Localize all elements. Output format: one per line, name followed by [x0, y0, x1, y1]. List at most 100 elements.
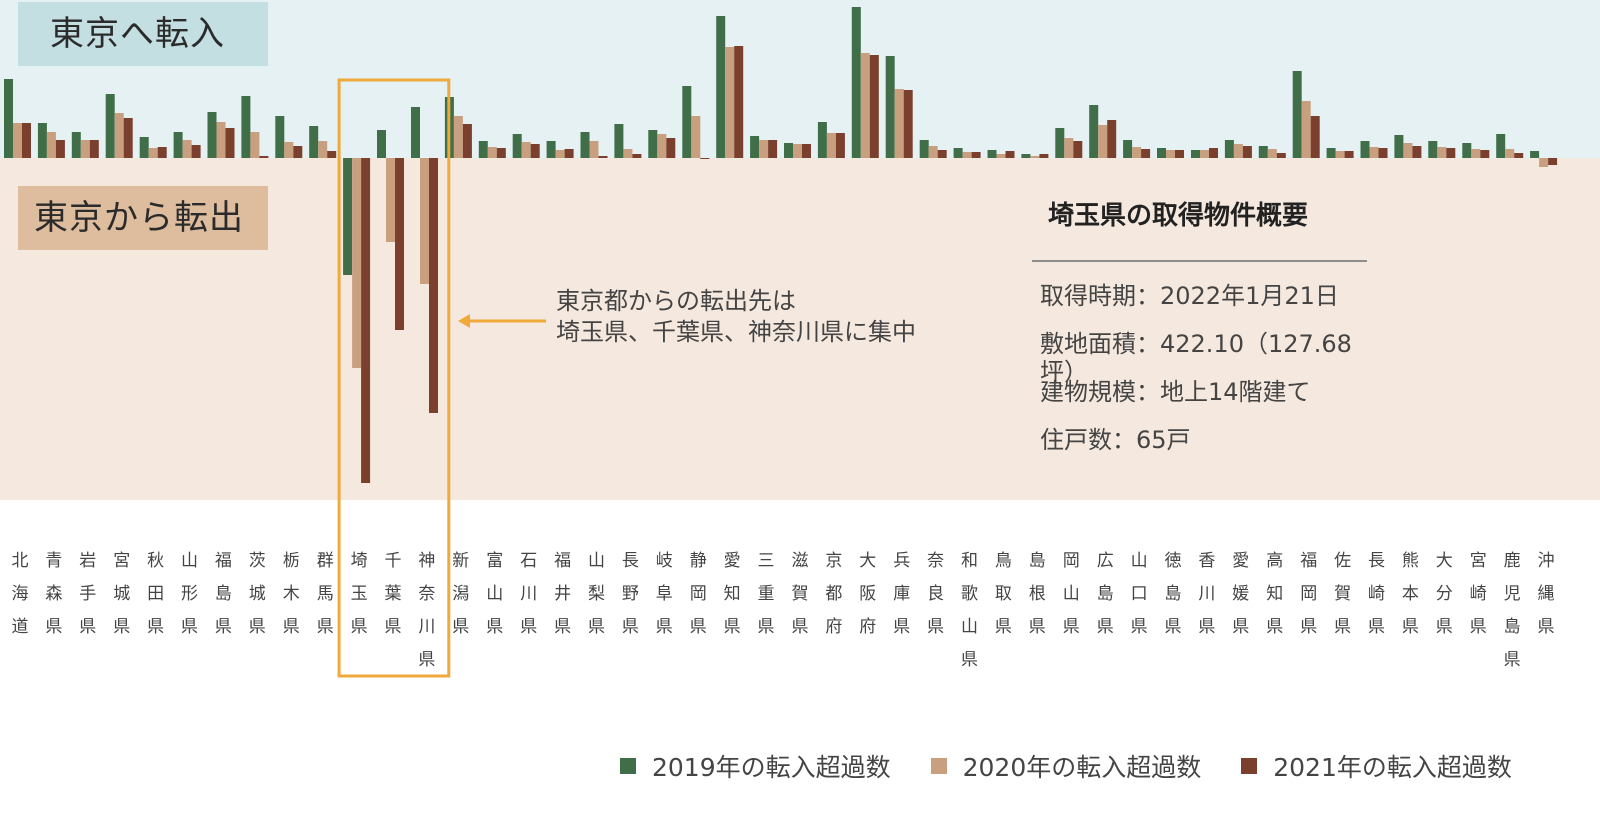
x-tick-label-19: 長野県 [622, 551, 639, 637]
bar-2021-41 [1378, 148, 1388, 158]
bar-2019-26 [851, 7, 861, 158]
bar-2021-5 [157, 147, 167, 158]
bar-2020-3 [80, 140, 90, 158]
inflow-label: 東京へ転入 [18, 2, 268, 66]
x-tick-label-37: 愛媛県 [1232, 551, 1249, 637]
bar-2021-27 [903, 90, 913, 158]
x-tick-label-46: 沖縄県 [1538, 551, 1555, 637]
x-tick-label-17: 福井県 [554, 551, 571, 637]
bar-2020-16 [521, 142, 531, 158]
bar-2020-25 [826, 133, 836, 158]
highlight-box [337, 78, 451, 678]
bar-2020-9 [284, 142, 294, 158]
x-tick-label-29: 和歌山県 [961, 551, 978, 670]
x-tick-label-28: 奈良県 [927, 551, 944, 637]
annotation-line-2: 埼玉県、千葉県、神奈川県に集中 [556, 318, 916, 346]
arrow-head [458, 314, 470, 328]
bar-2020-40 [1335, 151, 1345, 158]
bar-2021-45 [1514, 153, 1524, 158]
bar-2021-2 [55, 140, 65, 158]
bar-2021-6 [191, 145, 201, 158]
bar-2019-36 [1191, 150, 1200, 158]
bar-2021-23 [768, 140, 778, 158]
bar-2021-28 [937, 150, 947, 158]
outflow-label: 東京から転出 [18, 186, 268, 250]
bar-2020-44 [1471, 149, 1481, 158]
bar-2019-13 [411, 107, 420, 158]
panel-title: 埼玉県の取得物件概要 [1048, 201, 1309, 231]
bar-2020-6 [182, 140, 192, 158]
bar-2019-23 [750, 136, 760, 158]
bar-2021-21 [700, 158, 710, 159]
panel-item-building-scale: 建物規模：地上14階建て [1040, 378, 1311, 406]
x-tick-label-25: 京都府 [825, 551, 842, 637]
bar-2021-40 [1344, 151, 1354, 158]
bar-2020-39 [1301, 101, 1311, 158]
bar-2019-45 [1496, 134, 1506, 158]
x-tick-label-42: 熊本県 [1402, 551, 1419, 637]
x-tick-label-9: 栃木県 [283, 551, 300, 637]
bar-2021-29 [971, 152, 981, 158]
bar-2020-24 [793, 144, 802, 158]
bar-2021-16 [530, 144, 540, 158]
bar-2019-5 [139, 137, 149, 158]
x-tick-label-18: 山梨県 [588, 551, 605, 637]
x-tick-label-13: 神奈川県 [418, 551, 435, 670]
legend-item-2019: 2019年の転入超過数 [620, 748, 891, 784]
x-axis-tick-labels: 北海道青森県岩手県宮城県秋田県山形県福島県茨城県栃木県群馬県埼玉県千葉県神奈川県… [12, 551, 1555, 670]
bar-2021-15 [496, 148, 506, 158]
x-tick-label-22: 愛知県 [724, 551, 741, 637]
x-tick-label-26: 大阪府 [859, 551, 876, 637]
bar-2020-1 [13, 123, 22, 158]
bar-2021-4 [123, 118, 133, 158]
bar-2021-34 [1141, 149, 1151, 158]
bar-2019-27 [885, 56, 895, 158]
bar-2020-34 [1132, 147, 1142, 158]
bar-2020-19 [623, 149, 633, 158]
bar-2020-33 [1098, 125, 1108, 158]
bar-2019-17 [546, 141, 556, 158]
x-tick-label-3: 岩手県 [79, 551, 96, 637]
bar-2020-42 [1403, 143, 1413, 158]
bar-2021-38 [1276, 153, 1286, 158]
panel-item-acquisition-date: 取得時期：2022年1月21日 [1040, 282, 1339, 310]
bar-2019-29 [953, 148, 963, 158]
bar-2019-11 [343, 158, 353, 275]
bar-2019-15 [478, 141, 488, 158]
bar-2021-35 [1175, 150, 1184, 158]
bar-2021-7 [225, 128, 235, 158]
bar-2020-29 [962, 152, 972, 158]
bar-2019-38 [1258, 146, 1268, 158]
bar-2019-43 [1428, 141, 1438, 158]
x-tick-label-14: 新潟県 [452, 551, 469, 637]
bar-2019-28 [919, 140, 929, 158]
bar-2019-31 [1021, 154, 1031, 158]
x-tick-label-2: 青森県 [45, 551, 62, 637]
bar-2020-46 [1539, 158, 1549, 167]
bar-2019-24 [784, 143, 793, 158]
bar-2021-26 [869, 55, 879, 158]
bar-2021-36 [1209, 148, 1218, 158]
x-tick-label-34: 山口県 [1131, 551, 1148, 637]
x-tick-label-43: 大分県 [1436, 551, 1453, 637]
x-tick-label-40: 佐賀県 [1334, 551, 1351, 637]
bar-2021-46 [1548, 158, 1558, 165]
bar-2019-12 [377, 130, 386, 158]
bar-2020-41 [1369, 147, 1379, 158]
bar-2019-33 [1089, 105, 1099, 158]
bar-2021-11 [361, 158, 371, 483]
bar-2021-30 [1005, 151, 1015, 158]
bar-2021-39 [1310, 116, 1320, 158]
x-tick-label-32: 岡山県 [1063, 551, 1080, 637]
annotation-arrow [458, 314, 546, 328]
bar-2020-38 [1267, 149, 1277, 158]
x-tick-label-4: 宮城県 [113, 551, 130, 637]
bar-2019-35 [1157, 148, 1166, 158]
x-tick-label-6: 山形県 [181, 551, 198, 637]
bar-2021-18 [598, 156, 608, 158]
x-tick-label-36: 香川県 [1198, 551, 1215, 637]
bar-2020-13 [420, 158, 429, 284]
bar-2019-32 [1055, 128, 1065, 158]
x-tick-label-31: 島根県 [1029, 551, 1046, 637]
bar-2021-24 [802, 144, 811, 158]
